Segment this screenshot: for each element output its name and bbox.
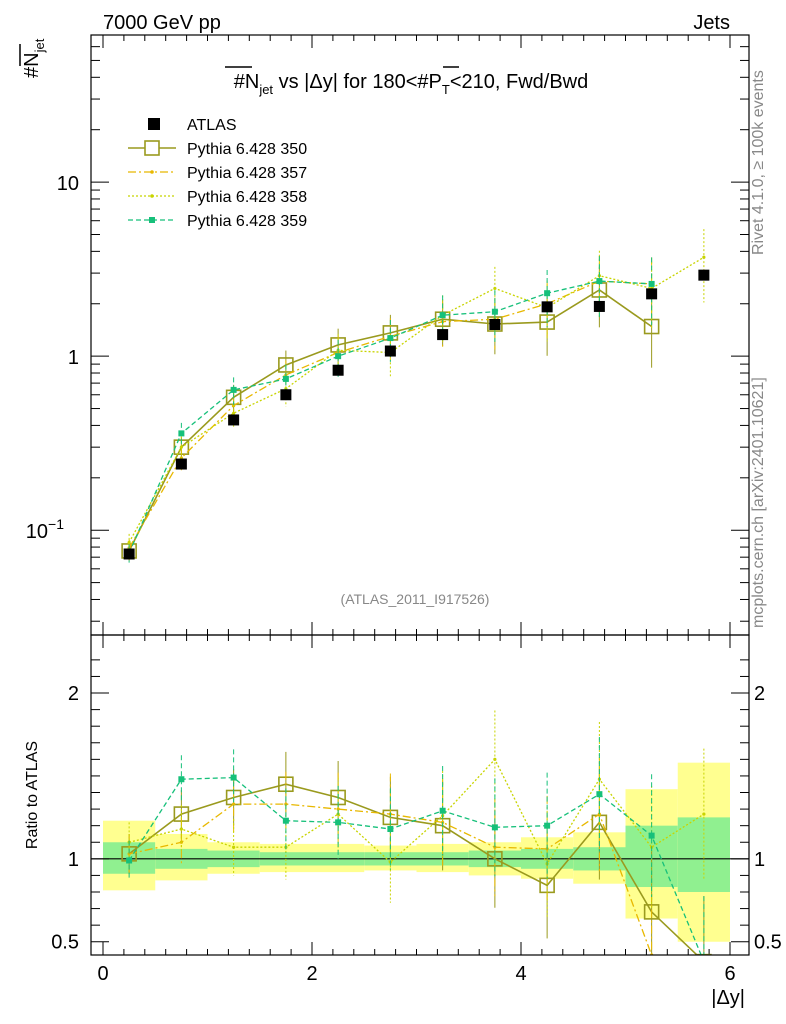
legend-label-p357: Pythia 6.428 357 — [187, 165, 307, 182]
main-marker-p358 — [127, 540, 131, 545]
main-marker-p359 — [439, 312, 446, 319]
ratio-marker-p357 — [127, 852, 131, 856]
main-marker-p359 — [387, 335, 394, 342]
ratio-marker-p359 — [126, 857, 133, 864]
ratio-marker-p359 — [282, 817, 289, 824]
main-marker-p359 — [648, 280, 655, 287]
main-data-point — [541, 301, 553, 313]
ratio-marker-p359 — [491, 824, 498, 831]
main-data-point — [175, 458, 187, 470]
ratio-marker-p359 — [648, 832, 655, 839]
ratio-y-tick-label-left: 2 — [68, 683, 79, 705]
ratio-series-group — [121, 710, 712, 965]
main-y-tick-label: 1 — [68, 347, 79, 369]
x-tick-label: 4 — [515, 963, 526, 985]
ratio-series-clipped — [121, 710, 712, 965]
main-data-point — [384, 345, 396, 357]
ratio-frame — [90, 634, 750, 956]
main-y-tick-label: 10−1 — [26, 516, 64, 543]
ratio-marker-p359 — [596, 791, 603, 798]
main-ylabel: #Njet — [21, 38, 47, 78]
x-tick-label: 2 — [306, 963, 317, 985]
main-data-point — [280, 389, 292, 401]
ratio-bands — [91, 762, 749, 942]
mcplots-label: mcplots.cern.ch [arXiv:2401.10621] — [750, 377, 767, 628]
legend-marker-p359 — [149, 217, 155, 223]
legend-label-p358: Pythia 6.428 358 — [187, 189, 307, 206]
x-tick-label: 0 — [97, 963, 108, 985]
main-title: #Njet vs |Δy| for 180<#PT<210, Fwd/Bwd — [234, 71, 589, 97]
ratio-marker-p359 — [544, 822, 551, 829]
main-marker-p359 — [282, 375, 289, 382]
ratio-marker-p358 — [179, 827, 183, 831]
main-data-point — [123, 548, 135, 560]
main-marker-p358 — [702, 255, 706, 259]
main-data-point — [489, 319, 501, 331]
ratio-marker-p357 — [232, 802, 236, 806]
ratio-marker-p358 — [232, 845, 236, 849]
main-y-tick-label: 10 — [57, 173, 79, 195]
ratio-y-tick-label-right: 0.5 — [754, 932, 782, 954]
ratio-ylabel: Ratio to ATLAS — [24, 741, 41, 849]
main-ticks: 10−1 1 10 — [26, 34, 749, 635]
legend-marker-atlas — [148, 118, 160, 130]
main-marker-p359 — [544, 290, 551, 297]
x-axis-label: |Δy| — [711, 987, 745, 1009]
legend-label-ATLAS: ATLAS — [187, 117, 237, 134]
ratio-marker-p350 — [696, 953, 712, 955]
ratio-y-tick-label-right: 1 — [754, 849, 765, 871]
main-data-group — [123, 269, 710, 560]
legend-marker-p357 — [150, 170, 154, 174]
ratio-marker-p358 — [702, 812, 706, 816]
main-marker-p359 — [335, 353, 342, 360]
main-data-point — [332, 364, 344, 376]
ratio-marker-p357 — [284, 802, 288, 806]
legend-marker-p358 — [150, 194, 154, 198]
svg-text:#Njet: #Njet — [21, 38, 47, 78]
ratio-line-p350 — [128, 783, 699, 955]
main-marker-p359 — [230, 386, 237, 393]
main-marker-p359 — [178, 430, 185, 437]
ratio-ticks: 0.5 0.5 1 1 2 2 0 2 4 6 — [51, 635, 782, 985]
main-marker-p358 — [179, 445, 183, 449]
ratio-marker-p359 — [701, 959, 707, 965]
ratio-marker-p359 — [439, 807, 446, 814]
main-line-p358 — [128, 256, 705, 543]
ratio-y-tick-label-left: 1 — [68, 849, 79, 871]
header-right: Jets — [693, 12, 730, 34]
main-data-point — [646, 288, 658, 300]
main-marker-p359 — [491, 308, 498, 315]
ratio-y-tick-label-right: 2 — [754, 683, 765, 705]
ratio-marker-p359 — [178, 776, 185, 783]
main-data-point — [593, 300, 605, 312]
main-data-point — [698, 269, 710, 281]
legend-label-p350: Pythia 6.428 350 — [187, 141, 307, 158]
main-marker-p359 — [596, 278, 603, 285]
ratio-marker-p358 — [493, 757, 497, 761]
analysis-id: (ATLAS_2011_I917526) — [341, 591, 490, 607]
ratio-marker-p359 — [335, 819, 342, 826]
ratio-marker-p359 — [230, 774, 237, 781]
main-data-point — [228, 414, 240, 426]
ratio-line-p359 — [128, 776, 702, 955]
ratio-line-p358 — [128, 758, 705, 866]
x-tick-label: 6 — [724, 963, 735, 985]
main-marker-p358 — [232, 411, 236, 415]
main-marker-p358 — [493, 286, 497, 291]
header-left: 7000 GeV pp — [103, 12, 221, 34]
ratio-marker-p359 — [387, 825, 394, 832]
main-series-group — [121, 229, 706, 563]
ratio-marker-p357 — [336, 807, 340, 811]
legend-marker-p350 — [144, 140, 160, 156]
legend: ATLAS Pythia 6.428 350 Pythia 6.428 357 Pyt… — [128, 117, 307, 230]
legend-label-p359: Pythia 6.428 359 — [187, 213, 307, 230]
main-data-point — [437, 329, 449, 341]
rivet-label: Rivet 4.1.0, ≥ 100k events — [750, 70, 767, 255]
ratio-y-tick-label-left: 0.5 — [51, 932, 79, 954]
